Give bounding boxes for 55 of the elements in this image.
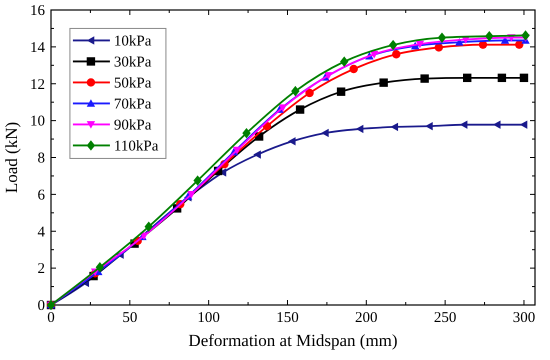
legend-label: 110kPa xyxy=(114,138,159,154)
point xyxy=(321,128,329,138)
point xyxy=(520,74,528,82)
y-tick-label: 0 xyxy=(38,298,45,314)
y-tick-label: 4 xyxy=(38,224,46,240)
point xyxy=(324,72,333,80)
y-tick-label: 6 xyxy=(38,187,46,204)
point xyxy=(288,137,296,146)
x-tick-label: 100 xyxy=(197,310,220,326)
point xyxy=(349,64,358,74)
point xyxy=(278,104,287,112)
point xyxy=(500,36,510,44)
legend-label: 10kPa xyxy=(114,33,152,50)
legend-label: 30kPa xyxy=(114,54,152,70)
point xyxy=(379,78,388,87)
point xyxy=(438,32,446,43)
point xyxy=(253,150,261,159)
point xyxy=(336,87,346,96)
x-tick-label: 50 xyxy=(122,310,138,326)
point xyxy=(498,74,506,82)
point xyxy=(305,88,314,98)
x-tick-label: 200 xyxy=(355,310,378,326)
point xyxy=(232,146,242,154)
point xyxy=(388,40,398,50)
point xyxy=(242,128,251,138)
point xyxy=(356,124,364,134)
point xyxy=(420,74,429,83)
point xyxy=(463,74,472,82)
y-tick-label: 16 xyxy=(30,3,46,19)
point xyxy=(416,40,424,48)
point xyxy=(187,191,196,199)
x-tick-label: 300 xyxy=(512,310,536,326)
legend-label: 90kPa xyxy=(114,117,152,134)
legend-label: 50kPa xyxy=(114,75,152,92)
y-axis-title: Load (kN) xyxy=(2,122,21,194)
y-tick-label: 12 xyxy=(30,76,45,93)
y-tick-label: 14 xyxy=(30,40,46,56)
point xyxy=(340,56,348,67)
x-axis-title: Deformation at Midspan (mm) xyxy=(188,331,398,350)
x-tick-label: 150 xyxy=(276,310,299,326)
x-tick-label: 250 xyxy=(434,310,456,326)
point xyxy=(392,50,400,58)
y-tick-label: 2 xyxy=(38,261,45,278)
legend-label: 70kPa xyxy=(114,96,152,112)
point xyxy=(296,105,304,114)
point xyxy=(193,175,202,186)
y-tick-label: 8 xyxy=(38,150,45,166)
point xyxy=(291,86,300,96)
point xyxy=(425,122,433,130)
y-tick-label: 10 xyxy=(30,114,45,130)
point xyxy=(521,30,530,41)
point xyxy=(96,262,104,272)
point xyxy=(485,30,494,42)
point xyxy=(144,221,153,232)
point xyxy=(390,122,398,132)
